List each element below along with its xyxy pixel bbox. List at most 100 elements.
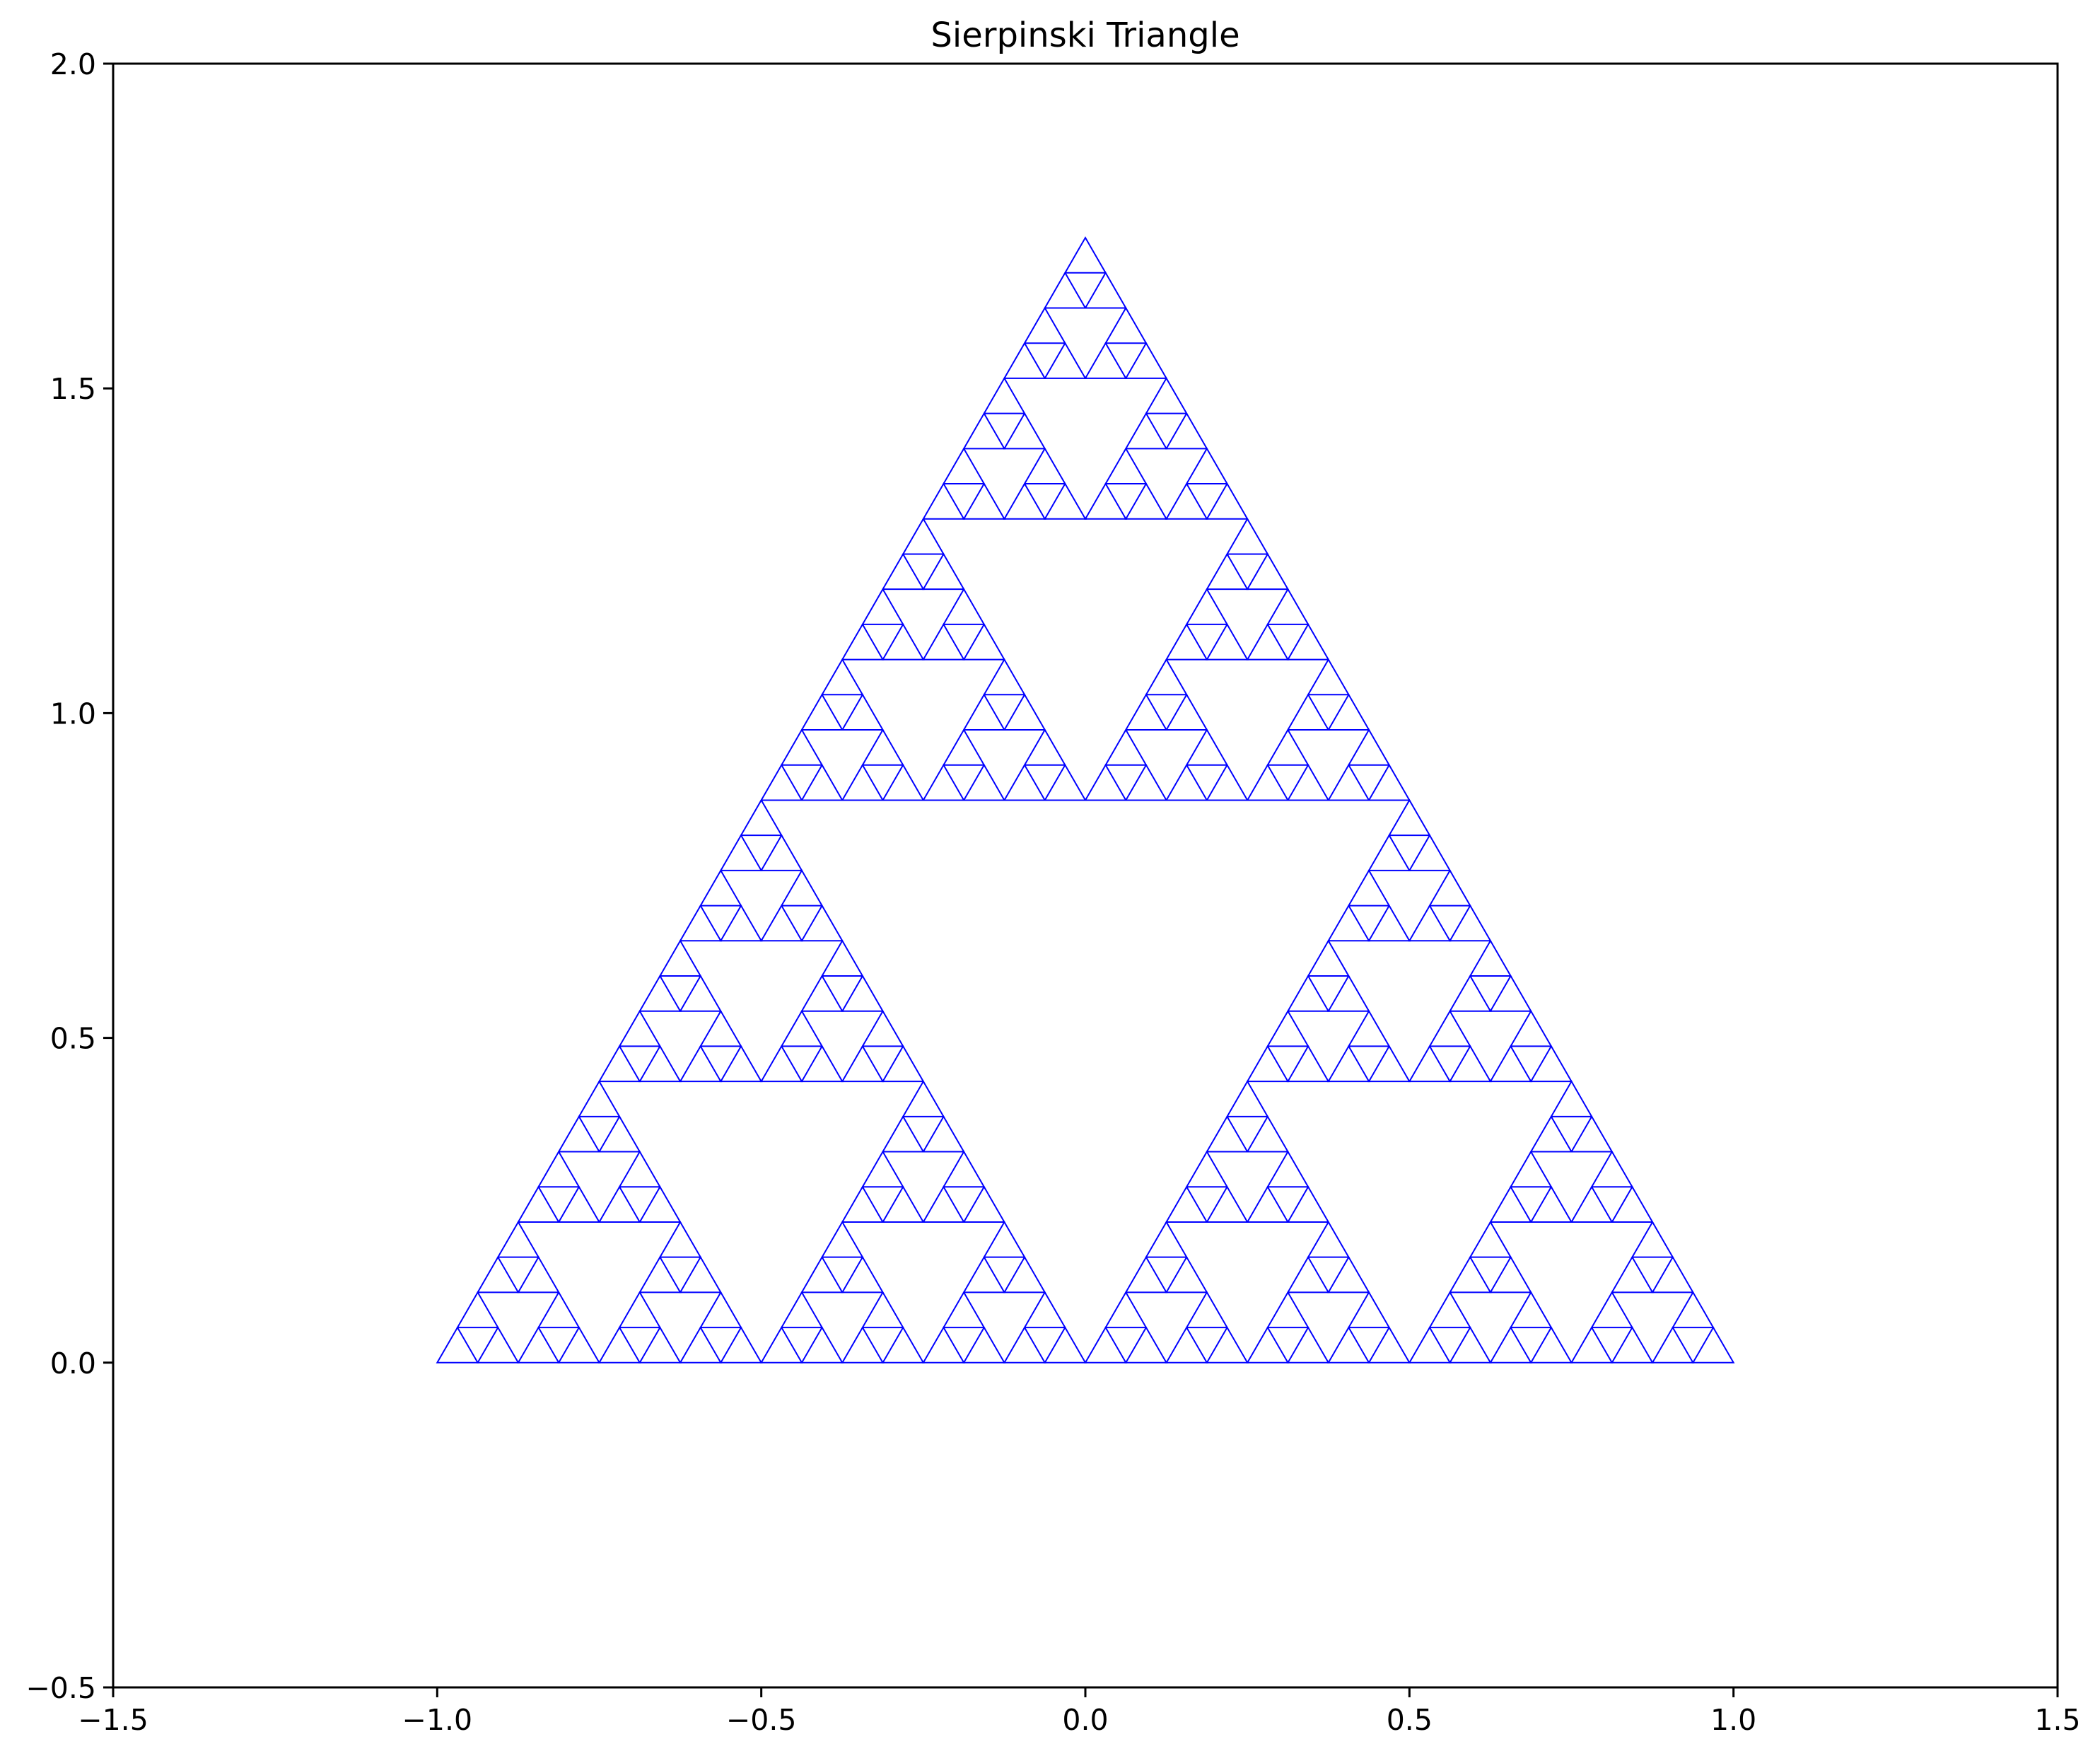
- triangle-mark-72: [679, 904, 723, 942]
- triangle-mark-207: [1165, 622, 1208, 661]
- triangle-mark-173: [942, 728, 986, 766]
- triangle-mark-155: [1347, 868, 1391, 907]
- series-layer: [436, 236, 1735, 1363]
- triangle-mark-19: [557, 1185, 601, 1223]
- triangle-mark-151: [1489, 974, 1532, 1012]
- triangle-mark-161: [1387, 798, 1431, 837]
- triangle-mark-67: [881, 1045, 925, 1083]
- triangle-mark-80: [740, 798, 783, 837]
- triangle-mark-117: [1570, 1326, 1614, 1363]
- triangle-mark-140: [1347, 1009, 1391, 1047]
- chart-title: Sierpinski Triangle: [931, 16, 1239, 55]
- triangle-mark-141: [1286, 974, 1330, 1012]
- triangle-mark-235: [1043, 342, 1087, 379]
- triangle-mark-201: [1327, 763, 1370, 801]
- triangle-mark-91: [1286, 1326, 1330, 1363]
- triangle-mark-236: [1023, 306, 1067, 344]
- triangle-mark-93: [1327, 1326, 1370, 1363]
- triangle-mark-41: [1023, 1291, 1067, 1329]
- triangle-mark-145: [1448, 1045, 1492, 1083]
- triangle-mark-172: [962, 763, 1006, 801]
- triangle-mark-38: [942, 1291, 986, 1329]
- triangle-mark-52: [922, 1115, 965, 1153]
- triangle-mark-137: [1266, 1009, 1309, 1047]
- triangle-mark-85: [1206, 1326, 1249, 1363]
- triangle-mark-208: [1206, 622, 1249, 661]
- y-tick-label: 0.5: [50, 1022, 96, 1056]
- triangle-mark-21: [597, 1185, 641, 1223]
- triangle-mark-99: [1165, 1185, 1208, 1223]
- triangle-mark-177: [962, 693, 1006, 731]
- triangle-mark-66: [841, 1045, 885, 1083]
- triangle-mark-84: [1165, 1326, 1208, 1363]
- triangle-mark-123: [1611, 1255, 1654, 1293]
- triangle-mark-185: [942, 588, 986, 625]
- triangle-mark-39: [1003, 1326, 1046, 1363]
- triangle-mark-237: [1084, 342, 1128, 379]
- triangle-mark-166: [881, 763, 925, 801]
- triangle-mark-54: [597, 1045, 641, 1083]
- triangle-mark-9: [597, 1326, 641, 1363]
- triangle-mark-114: [1448, 1255, 1492, 1293]
- triangle-mark-110: [1428, 1291, 1472, 1329]
- triangle-mark-139: [1367, 1045, 1411, 1083]
- triangle-mark-126: [1489, 1185, 1532, 1223]
- triangle-mark-187: [922, 552, 965, 591]
- triangle-mark-160: [1408, 834, 1452, 871]
- triangle-mark-18: [517, 1185, 560, 1223]
- triangle-mark-149: [1509, 1009, 1553, 1047]
- triangle-mark-138: [1327, 1045, 1370, 1083]
- triangle-mark-136: [1286, 1045, 1330, 1083]
- triangle-mark-148: [1529, 1045, 1573, 1083]
- triangle-mark-51: [881, 1115, 925, 1153]
- triangle-mark-219: [1003, 482, 1046, 520]
- triangle-mark-132: [1529, 1115, 1573, 1153]
- triangle-mark-33: [800, 1255, 844, 1293]
- triangle-mark-184: [962, 622, 1006, 661]
- triangle-mark-182: [861, 588, 904, 625]
- triangle-mark-178: [1003, 693, 1046, 731]
- triangle-mark-73: [719, 904, 763, 942]
- triangle-mark-183: [922, 622, 965, 661]
- triangle-mark-34: [841, 1255, 885, 1293]
- triangle-mark-214: [1246, 552, 1290, 591]
- triangle-mark-25: [597, 1115, 641, 1153]
- triangle-mark-113: [1509, 1291, 1553, 1329]
- triangle-mark-170: [820, 658, 864, 696]
- triangle-mark-56: [618, 1009, 662, 1047]
- triangle-mark-94: [1367, 1326, 1411, 1363]
- x-tick-label: −0.5: [726, 1703, 797, 1737]
- triangle-mark-211: [1286, 622, 1330, 661]
- triangle-mark-49: [962, 1185, 1006, 1223]
- triangle-mark-144: [1408, 1045, 1452, 1083]
- triangle-mark-200: [1266, 728, 1309, 766]
- triangle-mark-12: [679, 1326, 723, 1363]
- triangle-mark-128: [1509, 1150, 1553, 1188]
- triangle-mark-5: [537, 1291, 581, 1329]
- triangle-mark-150: [1448, 974, 1492, 1012]
- triangle-mark-197: [1145, 658, 1188, 696]
- x-tick-label: 0.0: [1062, 1703, 1108, 1737]
- triangle-mark-58: [719, 1045, 763, 1083]
- triangle-mark-167: [861, 728, 904, 766]
- triangle-mark-158: [1428, 868, 1472, 907]
- triangle-mark-194: [1185, 728, 1229, 766]
- triangle-mark-76: [800, 904, 844, 942]
- triangle-mark-65: [780, 1009, 824, 1047]
- triangle-mark-116: [1469, 1220, 1512, 1258]
- triangle-mark-152: [1469, 939, 1512, 977]
- triangle-mark-64: [800, 1045, 844, 1083]
- triangle-mark-218: [942, 447, 986, 485]
- triangle-mark-63: [759, 1045, 803, 1083]
- triangle-mark-1: [476, 1326, 520, 1363]
- triangle-mark-238: [1124, 342, 1168, 379]
- triangle-mark-175: [1043, 763, 1087, 801]
- triangle-mark-98: [1307, 1220, 1351, 1258]
- triangle-mark-87: [1124, 1255, 1168, 1293]
- triangle-mark-239: [1104, 306, 1148, 344]
- triangle-mark-109: [1448, 1326, 1492, 1363]
- triangle-mark-55: [638, 1045, 682, 1083]
- triangle-mark-180: [841, 622, 885, 661]
- triangle-mark-95: [1347, 1291, 1391, 1329]
